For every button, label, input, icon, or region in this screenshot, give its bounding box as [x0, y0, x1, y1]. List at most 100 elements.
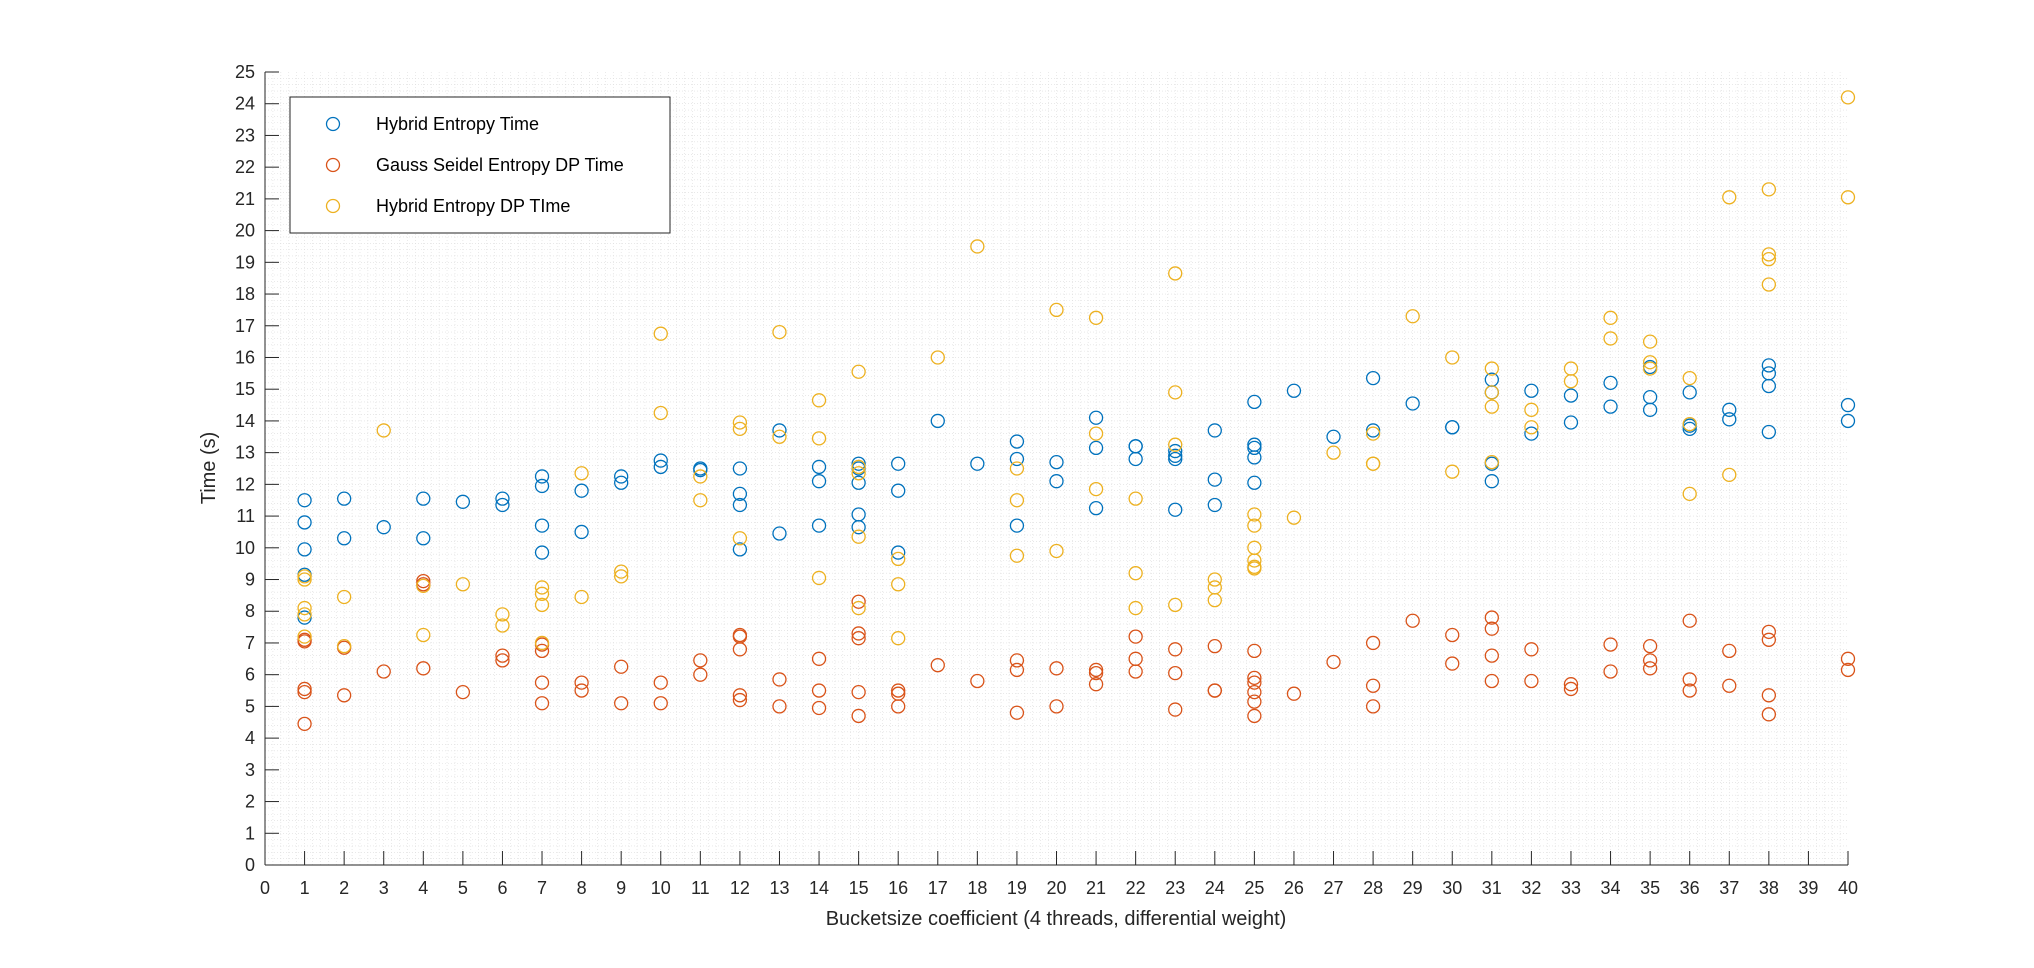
x-tick-label: 16: [888, 878, 908, 898]
data-point: [1365, 423, 1381, 438]
x-tick-label: 28: [1363, 878, 1383, 898]
data-point: [1207, 497, 1222, 513]
data-point: [1563, 388, 1579, 403]
data-point: [1168, 437, 1183, 452]
data-point: [297, 610, 312, 625]
data-point: [653, 696, 668, 711]
x-tick-label: 7: [537, 878, 547, 898]
data-point: [1247, 518, 1262, 533]
x-tick-label: 23: [1165, 878, 1185, 898]
data-point: [1682, 370, 1697, 386]
x-tick-label: 20: [1046, 878, 1066, 898]
data-point: [1405, 396, 1420, 411]
data-point: [1682, 385, 1697, 400]
data-point: [1365, 456, 1381, 471]
data-point: [1247, 475, 1262, 490]
data-point: [811, 700, 827, 716]
y-tick-label: 17: [235, 316, 255, 336]
data-point: [772, 324, 787, 340]
data-point: [1365, 678, 1381, 693]
data-point: [1642, 361, 1658, 376]
data-point: [297, 600, 312, 616]
data-point: [851, 456, 866, 471]
data-point: [534, 469, 550, 484]
y-tick-label: 8: [245, 601, 255, 621]
data-point: [1682, 421, 1697, 437]
data-point: [772, 699, 787, 714]
data-point: [376, 520, 391, 535]
data-point: [1088, 500, 1104, 516]
data-point: [1682, 683, 1697, 698]
data-point: [1761, 632, 1776, 647]
data-point: [1128, 451, 1143, 467]
data-point: [1088, 481, 1104, 497]
data-point: [1365, 370, 1381, 386]
data-point: [1761, 688, 1776, 703]
data-point: [1247, 450, 1262, 465]
data-point: [534, 696, 550, 711]
data-point: [1088, 310, 1104, 325]
data-point: [1840, 413, 1856, 429]
data-point: [811, 431, 827, 446]
y-tick-label: 24: [235, 94, 255, 114]
data-point: [1761, 358, 1776, 373]
data-point: [1642, 402, 1658, 417]
data-point: [851, 594, 866, 609]
data-point: [495, 653, 510, 668]
data-point: [732, 642, 748, 657]
legend-label-gauss-seidel-entropy-dp-time: Gauss Seidel Entropy DP Time: [376, 155, 624, 175]
x-tick-label: 8: [577, 878, 587, 898]
data-point: [1563, 374, 1579, 389]
data-point: [336, 531, 352, 546]
data-point: [1168, 502, 1183, 517]
data-point: [851, 475, 866, 490]
data-point: [1088, 440, 1104, 456]
data-point: [1088, 677, 1104, 692]
legend-label-hybrid-entropy-dp-time: Hybrid Entropy DP TIme: [376, 196, 570, 216]
data-point: [1207, 423, 1222, 438]
legend-marker-hybrid-entropy-dp-time: [325, 198, 341, 214]
data-point: [336, 688, 352, 703]
data-point: [1484, 673, 1499, 689]
y-tick-label: 2: [245, 792, 255, 812]
data-point: [1207, 683, 1222, 698]
data-point: [297, 716, 312, 731]
data-point: [297, 629, 312, 644]
data-point: [1682, 672, 1697, 687]
data-point: [1722, 190, 1737, 205]
data-point: [495, 618, 510, 633]
data-point: [851, 520, 866, 535]
data-point: [1761, 251, 1776, 267]
data-point: [1168, 266, 1183, 281]
data-point: [930, 658, 945, 673]
data-point: [1761, 424, 1776, 440]
y-tick-label: 19: [235, 252, 255, 272]
data-point: [1445, 350, 1460, 365]
data-point: [297, 493, 312, 508]
data-point: [574, 524, 589, 540]
data-point: [1484, 621, 1499, 636]
data-point: [851, 529, 866, 544]
data-point: [1286, 686, 1302, 701]
data-point: [297, 542, 312, 557]
data-point: [1642, 661, 1658, 676]
data-point: [297, 569, 312, 584]
data-point: [534, 597, 550, 613]
data-point: [772, 526, 787, 541]
data-point: [614, 696, 629, 711]
y-tick-label: 15: [235, 379, 255, 399]
data-point: [693, 462, 708, 478]
x-tick-label: 40: [1838, 878, 1858, 898]
data-point: [416, 491, 431, 506]
data-point: [1365, 635, 1381, 651]
y-tick-label: 18: [235, 284, 255, 304]
x-tick-label: 13: [769, 878, 789, 898]
data-point: [811, 393, 827, 408]
data-point: [693, 667, 708, 682]
data-point: [1049, 302, 1064, 318]
data-point: [653, 326, 668, 341]
data-point: [1207, 592, 1222, 608]
x-tick-label: 11: [691, 878, 710, 898]
x-tick-label: 31: [1482, 878, 1502, 898]
